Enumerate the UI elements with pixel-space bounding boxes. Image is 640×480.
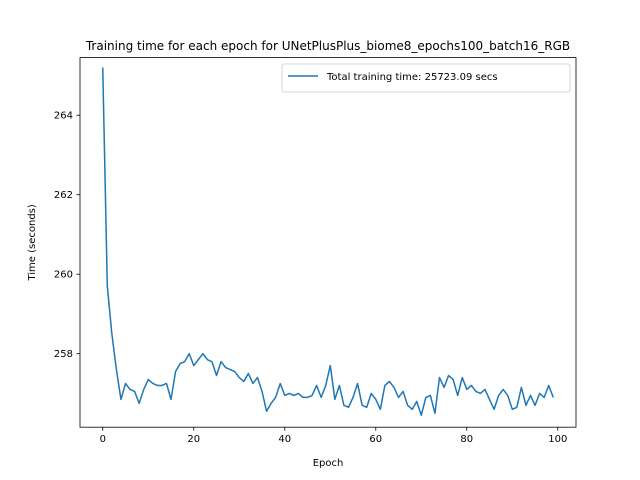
chart-title: Training time for each epoch for UNetPlu… (85, 39, 570, 53)
legend: Total training time: 25723.09 secs (281, 63, 571, 93)
x-tick-label: 40 (278, 434, 291, 445)
x-tick-label: 100 (548, 434, 567, 445)
y-tick-label: 264 (54, 111, 73, 122)
series-line-0 (102, 67, 554, 417)
y-axis: 258 260 262 264 (54, 111, 80, 360)
axes-frame (79, 57, 577, 428)
x-axis: 0 20 40 60 80 100 (100, 427, 567, 445)
x-tick-label: 60 (369, 434, 382, 445)
y-tick-label: 260 (54, 270, 73, 281)
legend-box (281, 63, 571, 93)
y-tick-label: 258 (54, 349, 73, 360)
y-tick-label: 262 (54, 190, 73, 201)
x-tick-label: 80 (460, 434, 473, 445)
x-tick-label: 0 (100, 434, 106, 445)
x-axis-label: Epoch (313, 458, 344, 469)
x-tick-label: 20 (187, 434, 200, 445)
plot-area (102, 67, 554, 417)
y-axis-label: Time (seconds) (27, 204, 38, 281)
legend-entry-label: Total training time: 25723.09 secs (326, 72, 498, 83)
